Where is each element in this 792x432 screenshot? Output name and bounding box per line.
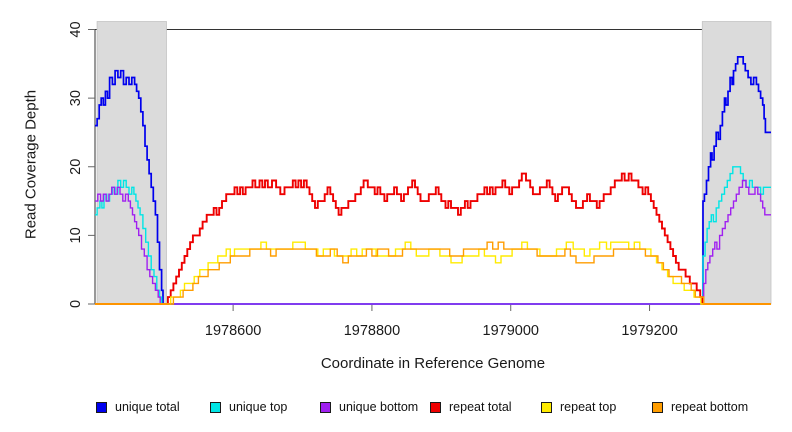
x-tick-label: 1979000	[483, 323, 539, 339]
legend-swatch-icon	[320, 401, 331, 413]
x-tick-label: 1978600	[205, 323, 261, 339]
masked-region	[96, 21, 167, 305]
y-tick-label: 30	[68, 90, 84, 106]
series-line-repeat-top	[95, 241, 771, 305]
series-line-unique-total	[95, 56, 771, 305]
y-tick-label: 40	[68, 21, 84, 37]
legend-label: unique total	[115, 400, 180, 414]
legend-item-unique-bottom: unique bottom	[320, 400, 418, 414]
legend-swatch-icon	[541, 401, 552, 413]
y-tick-label: 20	[68, 159, 84, 175]
series-line-repeat-bottom	[95, 241, 771, 305]
legend-item-repeat-top: repeat top	[541, 400, 616, 414]
legend-item-repeat-bottom: repeat bottom	[652, 400, 748, 414]
legend-swatch-icon	[652, 401, 663, 413]
legend-swatch-icon	[96, 401, 107, 413]
legend-label: repeat top	[560, 400, 617, 414]
legend: unique total unique top unique bottom repea…	[0, 400, 792, 420]
y-axis-title: Read Coverage Depth	[22, 89, 40, 240]
masked-region	[701, 21, 772, 305]
plot-canvas: 0 10 20 30 40 1978600 1978800 1979000 1979200	[68, 21, 772, 339]
legend-label: unique bottom	[339, 400, 419, 414]
legend-label: repeat bottom	[671, 400, 749, 414]
y-tick-label: 0	[68, 300, 84, 308]
legend-swatch-icon	[210, 401, 221, 413]
x-axis-title: Coordinate in Reference Genome	[320, 355, 546, 372]
legend-label: unique top	[229, 400, 288, 414]
y-tick-label: 10	[68, 227, 84, 243]
series-line-repeat-total	[95, 172, 771, 305]
x-tick-label: 1979200	[621, 323, 677, 339]
legend-swatch-icon	[430, 401, 441, 413]
legend-item-unique-top: unique top	[210, 400, 287, 414]
legend-item-unique-total: unique total	[96, 400, 180, 414]
legend-label: repeat total	[449, 400, 512, 414]
x-tick-label: 1978800	[344, 323, 400, 339]
legend-item-repeat-total: repeat total	[430, 400, 512, 414]
